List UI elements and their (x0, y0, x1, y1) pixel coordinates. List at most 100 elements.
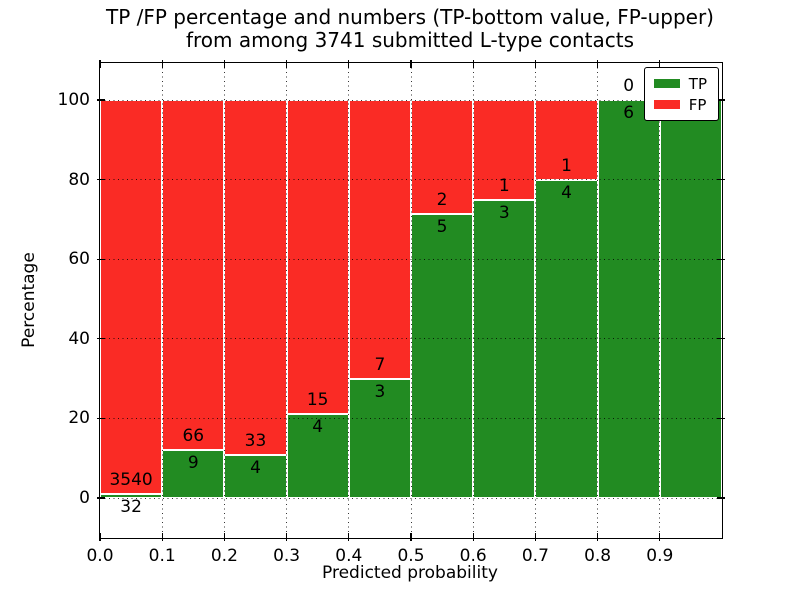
x-tick-top (348, 60, 350, 68)
fp-count-label: 2 (436, 189, 448, 210)
x-tick-bottom (410, 533, 412, 541)
x-tick-label: 0.2 (210, 546, 238, 566)
fp-bar (100, 100, 163, 495)
x-tick-label: 0.1 (148, 546, 176, 566)
y-tick-left (97, 417, 105, 420)
x-tick-label: 0.0 (86, 546, 114, 566)
y-tick-label: 20 (68, 408, 90, 429)
plot-area: TP FP 3540326693341547325131406060.00.10… (58, 60, 725, 566)
chart-title: TP /FP percentage and numbers (TP-bottom… (99, 6, 721, 52)
x-tick-top (223, 60, 226, 68)
gridline-vertical (534, 63, 536, 538)
tp-count-label: 4 (250, 457, 261, 478)
x-tick-top (285, 60, 288, 68)
y-tick-label: 0 (79, 488, 90, 508)
x-tick-bottom (596, 533, 599, 541)
fp-count-label: 3540 (109, 470, 153, 491)
y-tick-label: 80 (68, 169, 90, 190)
x-tick-bottom (534, 533, 537, 541)
tp-bar (286, 414, 349, 498)
fp-bar (286, 100, 349, 415)
x-tick-label: 0.4 (335, 546, 363, 566)
chart-title-line1: TP /FP percentage and numbers (TP-bottom… (106, 5, 714, 29)
gridline-vertical (161, 63, 163, 538)
tp-count-label: 3 (498, 202, 510, 223)
x-tick-top (99, 60, 101, 68)
x-tick-bottom (223, 533, 226, 541)
legend-item-fp: FP (653, 94, 707, 115)
fp-count-label: 1 (561, 155, 572, 176)
tp-count-label: 6 (623, 103, 635, 123)
y-tick-left (97, 99, 105, 101)
gridline-vertical (597, 63, 599, 538)
gridline-horizontal (100, 258, 722, 260)
fp-count-label: 7 (374, 354, 386, 375)
tp-count-label: 5 (436, 216, 448, 237)
tp-swatch-icon (653, 79, 680, 88)
y-tick-left (97, 497, 105, 499)
fp-count-label: 33 (244, 430, 267, 451)
x-tick-bottom (285, 533, 288, 541)
gridline-horizontal (100, 179, 722, 181)
x-tick-top (534, 60, 537, 68)
fp-count-label: 0 (623, 76, 635, 96)
x-tick-label: 0.6 (459, 546, 487, 566)
x-tick-bottom (472, 533, 474, 541)
gridline-horizontal (100, 338, 722, 340)
gridline-horizontal (100, 417, 722, 419)
y-tick-left (97, 338, 105, 340)
fp-swatch-icon (653, 100, 680, 109)
y-tick-label: 40 (68, 328, 90, 349)
tp-bar (224, 454, 287, 498)
x-tick-label: 0.9 (646, 546, 674, 566)
x-tick-label: 0.3 (273, 546, 301, 566)
legend-label-tp: TP (688, 74, 707, 93)
x-tick-bottom (348, 533, 350, 541)
chart-title-line2: from among 3741 submitted L-type contact… (185, 28, 635, 52)
y-tick-label: 100 (57, 90, 90, 110)
y-tick-right (717, 497, 725, 499)
fp-count-label: 66 (182, 426, 205, 447)
gridline-vertical (286, 63, 288, 538)
gridline-horizontal (100, 99, 722, 101)
x-tick-bottom (161, 533, 163, 541)
gridline-vertical (472, 63, 474, 538)
fp-count-label: 15 (306, 390, 329, 411)
tp-count-label: 4 (312, 417, 324, 438)
y-tick-label: 60 (68, 249, 90, 270)
fp-bar (224, 100, 287, 455)
x-tick-top (161, 60, 163, 68)
fp-bar (535, 100, 598, 180)
x-tick-top (472, 60, 474, 68)
tp-bar (597, 100, 660, 498)
x-tick-bottom (99, 533, 101, 541)
x-axis-label: Predicted probability (322, 563, 498, 583)
fp-count-label: 1 (498, 175, 510, 196)
tp-bar (473, 199, 536, 498)
y-tick-left (97, 258, 105, 260)
tp-count-label: 4 (561, 182, 572, 203)
y-tick-right (717, 178, 725, 181)
legend-label-fp: FP (688, 95, 707, 114)
tp-bar (659, 100, 722, 498)
x-tick-top (410, 60, 412, 68)
tp-count-label: 32 (120, 497, 142, 518)
fp-bar (348, 100, 411, 379)
legend: TP FP (643, 67, 719, 121)
gridline-horizontal (100, 497, 722, 499)
x-tick-top (659, 60, 661, 68)
gridline-vertical (348, 63, 350, 538)
legend-item-tp: TP (653, 73, 707, 94)
tp-count-label: 9 (187, 453, 199, 474)
y-tick-right (717, 99, 725, 101)
gridline-vertical (659, 63, 661, 538)
x-tick-label: 0.7 (521, 546, 549, 566)
fp-bar (473, 100, 536, 200)
y-tick-right (717, 338, 725, 340)
y-tick-right (717, 258, 725, 260)
fp-bar (411, 100, 474, 214)
x-tick-bottom (659, 533, 661, 541)
y-axis-label: Percentage (19, 252, 39, 348)
tp-bar (348, 378, 411, 498)
